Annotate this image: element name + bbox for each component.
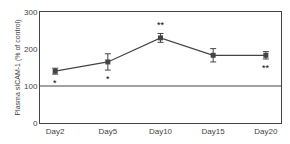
svg-text:0: 0 bbox=[33, 119, 38, 128]
svg-text:200: 200 bbox=[24, 45, 38, 54]
svg-text:Day2: Day2 bbox=[46, 127, 65, 136]
svg-text:*: * bbox=[106, 74, 110, 84]
svg-text:300: 300 bbox=[24, 8, 38, 17]
svg-text:**: ** bbox=[262, 63, 270, 73]
svg-text:Day20: Day20 bbox=[254, 127, 278, 136]
svg-text:Day10: Day10 bbox=[149, 127, 173, 136]
svg-text:100: 100 bbox=[24, 82, 38, 91]
svg-text:Day5: Day5 bbox=[98, 127, 117, 136]
svg-text:Day15: Day15 bbox=[202, 127, 226, 136]
svg-text:*: * bbox=[53, 78, 57, 88]
svg-text:**: ** bbox=[157, 20, 165, 30]
svg-text:Plasma sICAM-1 (% of control): Plasma sICAM-1 (% of control) bbox=[14, 19, 22, 115]
